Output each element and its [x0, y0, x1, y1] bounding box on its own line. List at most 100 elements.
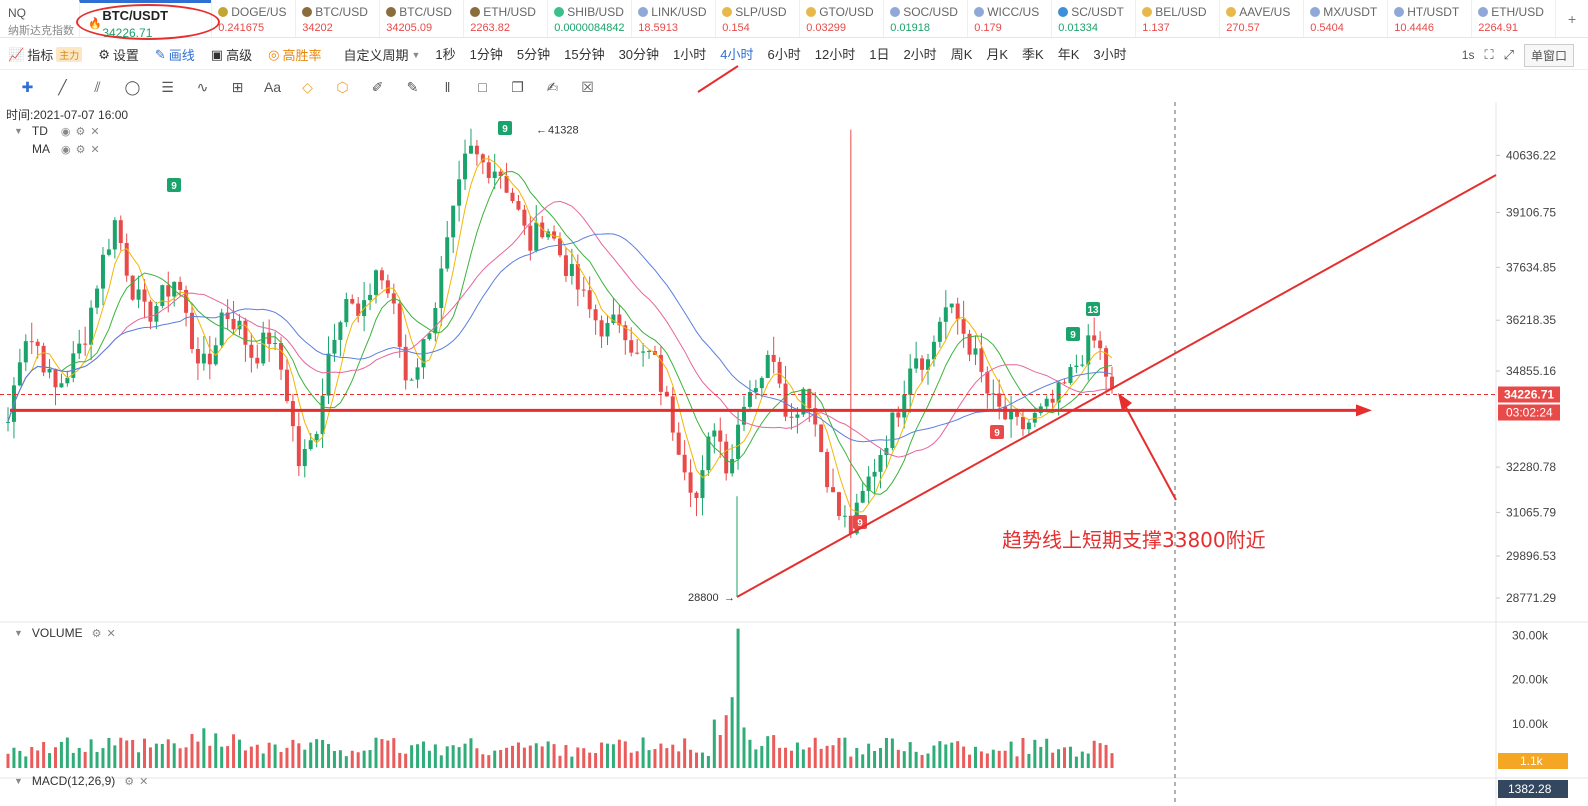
interval-option[interactable]: 3小时 [1093, 46, 1127, 62]
ticker-item[interactable]: ETH/USD 2263.82 [463, 0, 547, 37]
ticker-item[interactable]: BTC/USD 34205.09 [379, 0, 463, 37]
eye-icon[interactable]: ◉ [60, 125, 71, 138]
ticker-active-btc[interactable]: 🔥 BTC/USDT 34226.71 [79, 0, 212, 37]
interval-option[interactable]: 1日 [869, 46, 890, 62]
ticker-item[interactable]: WICC/US 0.179 [967, 0, 1051, 37]
chart-canvas[interactable]: 40636.22 39106.75 37634.85 36218.35 34855.16… [0, 102, 1588, 806]
lock-icon[interactable]: □ [478, 79, 487, 95]
interval-option[interactable]: 1秒 [435, 46, 456, 62]
brush-icon[interactable]: ✎ [406, 78, 419, 95]
window-mode-button[interactable]: 单窗口 [1523, 43, 1574, 67]
legend-td[interactable]: ▼ TD ◉ ⚙ ✕ [14, 124, 100, 138]
candle-body [409, 379, 414, 381]
volume-bar [1068, 746, 1072, 768]
interval-option[interactable]: 年K [1057, 46, 1080, 62]
volume-bar [843, 737, 847, 768]
volume-bar [920, 754, 924, 768]
close-icon[interactable]: ✕ [139, 775, 149, 788]
ticker-item[interactable]: HT/USDT 10.4446 [1387, 0, 1471, 37]
volume-bar [12, 747, 16, 768]
eye-icon[interactable]: ◉ [61, 143, 71, 156]
ticker-item[interactable]: BEL/USD 1.137 [1135, 0, 1219, 37]
close-icon[interactable]: ✕ [90, 143, 100, 156]
interval-option[interactable]: 月K [986, 46, 1009, 62]
candle-body [439, 268, 444, 309]
custom-period-dropdown[interactable]: 自定义周期 ▼ [343, 48, 421, 63]
volume-bar [160, 743, 164, 768]
interval-option[interactable]: 1分钟 [469, 46, 503, 62]
candle-body [350, 299, 355, 304]
crosshair-icon[interactable]: ✚ [21, 78, 34, 95]
candle-body [166, 285, 171, 297]
ticker-item[interactable]: AAVE/US 270.57 [1219, 0, 1303, 37]
bars-icon[interactable]: ‖ [444, 79, 451, 95]
draw-button[interactable]: ✎ 画线 [154, 46, 195, 64]
copy-icon[interactable]: ❐ [511, 78, 524, 95]
wave-icon[interactable]: ∿ [196, 78, 209, 95]
ticker-item[interactable]: BTC/USD 34202 [295, 0, 379, 37]
expand-icon[interactable]: ⤢ [1503, 47, 1514, 62]
candle-body [368, 294, 373, 301]
close-icon[interactable]: ✕ [106, 627, 116, 640]
ticker-item[interactable]: SC/USDT 0.01334 [1051, 0, 1135, 37]
volume-legend[interactable]: ▼ VOLUME ⚙ ✕ [14, 626, 116, 640]
gear-icon[interactable]: ⚙ [124, 775, 135, 788]
volume-bar [873, 750, 877, 768]
pattern-icon[interactable]: ⬡ [336, 78, 349, 95]
settings-button[interactable]: ⚙ 设置 [98, 46, 139, 64]
candle-body [872, 471, 877, 477]
horizontal-lines-icon[interactable]: ☰ [161, 78, 174, 95]
ticker-price: 18.5913 [638, 22, 678, 34]
ticker-item[interactable]: SLP/USD 0.154 [715, 0, 799, 37]
ticker-item[interactable]: MX/USDT 0.5404 [1303, 0, 1387, 37]
interval-option[interactable]: 15分钟 [564, 46, 605, 62]
ticker-item[interactable]: SHIB/USD 0.0000084842 [547, 0, 631, 37]
candle-body [742, 406, 746, 425]
candle-body [504, 176, 509, 193]
chart-area[interactable]: 40636.22 39106.75 37634.85 36218.35 34855.16… [0, 102, 1588, 806]
advanced-button[interactable]: ▣ 高级 [210, 46, 253, 64]
fullscreen-icon[interactable]: ⛶ [1484, 47, 1494, 62]
indicators-button[interactable]: 📈 指标 主力 [0, 40, 90, 70]
measure-icon[interactable]: ⊞ [231, 78, 244, 95]
ruler-icon[interactable]: ✐ [371, 78, 384, 95]
ticker-item[interactable]: SOC/USD 0.01918 [883, 0, 967, 37]
fib-icon[interactable]: ◇ [302, 78, 313, 95]
ticker-item[interactable]: LINK/USD 18.5913 [631, 0, 715, 37]
ticker-item[interactable]: ETH/USD 2264.91 [1471, 0, 1555, 37]
interval-option[interactable]: 5分钟 [516, 46, 551, 62]
interval-option[interactable]: 30分钟 [618, 46, 660, 62]
edit-icon[interactable]: ✍ [546, 78, 559, 95]
gear-icon[interactable]: ⚙ [75, 143, 86, 156]
interval-option[interactable]: 季K [1022, 46, 1044, 62]
interval-option[interactable]: 周K [950, 46, 973, 62]
gear-icon[interactable]: ⚙ [91, 627, 102, 640]
interval-option[interactable]: 1小时 [673, 46, 707, 62]
volume-bar [932, 745, 936, 768]
gear-icon[interactable]: ⚙ [75, 125, 86, 138]
candle-body [1110, 376, 1114, 389]
candle-body [374, 270, 378, 295]
trendline-icon[interactable]: ╱ [58, 78, 67, 95]
interval-option[interactable]: 2小时 [903, 46, 937, 62]
add-ticker-button[interactable]: + [1555, 0, 1588, 37]
trash-icon[interactable]: ☒ [581, 78, 594, 95]
macd-legend[interactable]: ▼ MACD(12,26,9) ⚙ ✕ [14, 774, 149, 788]
ticker-item[interactable]: GTO/USD 0.03299 [799, 0, 883, 37]
text-icon[interactable]: Aa [263, 79, 282, 95]
legend-ma[interactable]: MA ◉ ⚙ ✕ [32, 142, 100, 156]
ticker-item[interactable]: DOGE/US 0.241675 [211, 0, 295, 37]
candle-body [807, 388, 812, 409]
interval-option[interactable]: 4小时 [720, 46, 754, 62]
volume-bar [973, 746, 977, 768]
candle-body [41, 345, 46, 373]
candle-body [433, 308, 438, 334]
parallel-channel-icon[interactable]: ⫽ [94, 78, 101, 95]
winrate-button[interactable]: ◎ 高胜率 [268, 46, 322, 64]
candle-body [789, 416, 794, 418]
interval-option[interactable]: 6小时 [767, 46, 801, 62]
ticker-nasdaq[interactable]: NQ 纳斯达克指数 [0, 0, 79, 37]
close-icon[interactable]: ✕ [90, 125, 100, 138]
interval-option[interactable]: 12小时 [814, 46, 856, 62]
ellipse-icon[interactable]: ◯ [124, 78, 141, 95]
